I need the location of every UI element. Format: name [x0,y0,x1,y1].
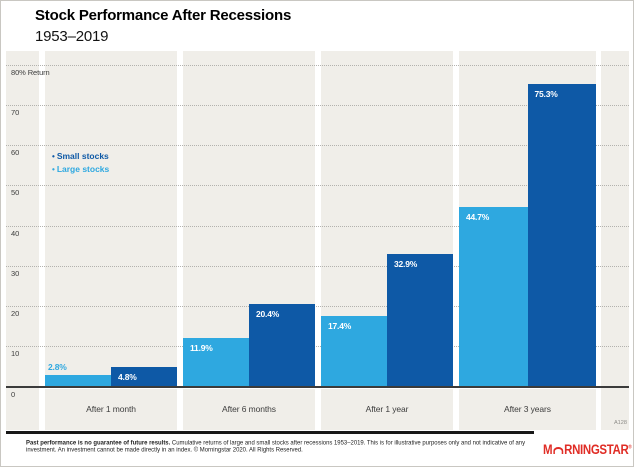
category-band-2 [183,389,315,430]
legend-label-large-stocks: Large stocks [56,164,110,174]
logo-text-m: M [543,442,553,457]
bar-small-stocks-4 [527,83,596,386]
y-tick-label-30: 30 [11,268,20,278]
category-band-4 [459,389,596,430]
x-axis-line [6,386,629,388]
gridline-20 [6,305,629,307]
plot-column-1 [45,51,177,388]
bar-small-stocks-2 [249,304,315,386]
footer-divider [6,431,534,434]
page-subtitle: 1953–2019 [35,28,109,45]
page-title: Stock Performance After Recessions [35,7,292,24]
category-band-3 [321,389,453,430]
legend-bullet-icon: • [52,165,55,174]
y-tick-label-20: 20 [11,308,20,318]
y-tick-label-40: 40 [11,228,20,238]
bar-small-stocks-3 [387,253,453,386]
legend-item-small-stocks: • Small stocks [52,150,109,163]
bar-value-label: 32.9% [394,258,418,269]
gridline-60 [6,145,629,147]
bar-value-label: 17.4% [328,321,352,332]
gridline-70 [6,105,629,107]
bar-value-label: 20.4% [256,309,280,320]
registered-mark: ® [628,444,632,451]
category-label-1: After 1 month [86,404,136,414]
bar-large-stocks-2 [183,338,249,386]
footer-disclaimer: Past performance is no guarantee of futu… [26,439,529,454]
bar-large-stocks-1 [45,374,111,386]
legend-item-large-stocks: • Large stocks [52,163,109,176]
category-band-1 [45,389,177,430]
bar-value-label: 44.7% [466,211,490,222]
y-tick-label-0: 0 [11,390,16,399]
bar-value-label: 2.8% [48,361,67,372]
y-tick-label-70: 70 [11,108,20,118]
gridline-30 [6,265,629,267]
category-label-2: After 6 months [222,404,276,414]
y-tick-label-50: 50 [11,188,20,198]
y-axis-strip [6,51,39,430]
bar-large-stocks-4 [459,206,528,386]
logo-text-rest: RNINGSTAR [564,442,629,457]
bar-small-stocks-1 [111,366,177,386]
chart-code: A128 [613,419,627,426]
bar-large-stocks-3 [321,316,387,386]
category-label-4: After 3 years [504,404,551,414]
chart-legend: • Small stocks • Large stocks [52,150,109,176]
morningstar-arc-icon [553,446,564,454]
bar-value-label: 4.8% [118,371,137,382]
disclaimer-bold: Past performance is no guarantee of futu… [26,439,171,446]
disclaimer-rest: Cumulative returns of large and small st… [26,439,526,453]
gridline-80 [6,65,629,66]
y-tick-label-10: 10 [11,348,20,358]
morningstar-logo: M RNINGSTAR® [543,442,632,457]
bar-value-label: 75.3% [534,88,558,99]
right-margin-strip [601,51,629,430]
y-tick-label-80: 80% Return [11,68,50,77]
gridline-50 [6,185,629,187]
y-tick-label-60: 60 [11,148,20,158]
bar-value-label: 11.9% [190,343,213,354]
gridline-10 [6,345,629,347]
category-label-3: After 1 year [365,404,409,414]
legend-label-small-stocks: Small stocks [56,151,109,161]
legend-bullet-icon: • [52,152,55,161]
gridline-40 [6,225,629,227]
